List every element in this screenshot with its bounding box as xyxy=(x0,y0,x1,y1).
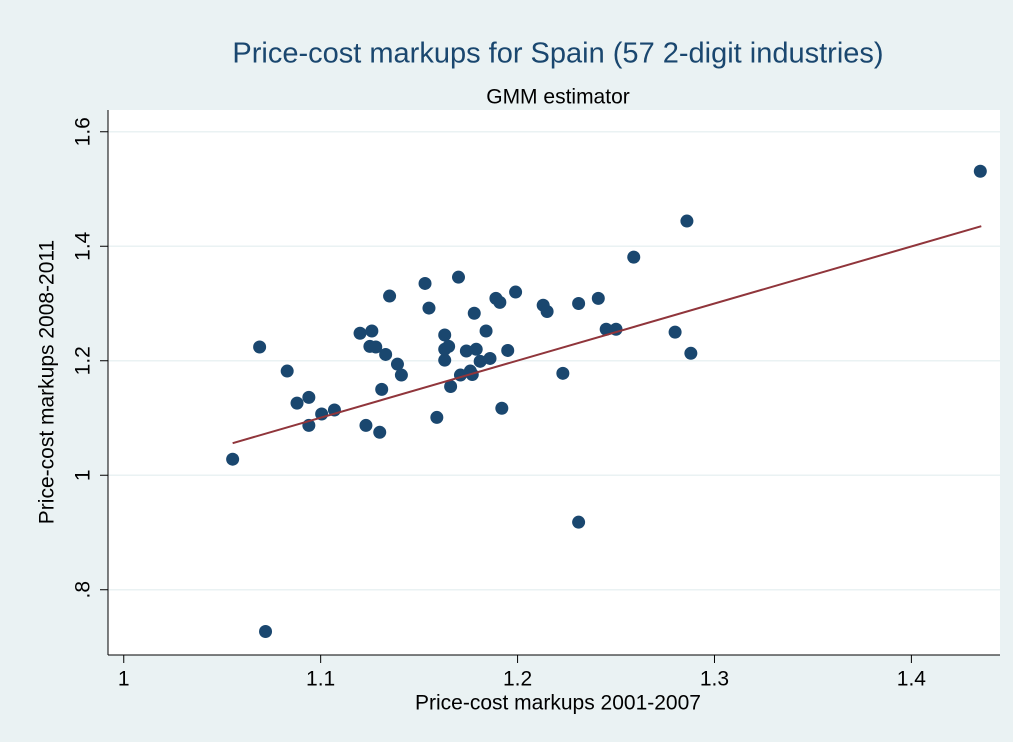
point xyxy=(627,250,641,264)
x-axis-label: Price-cost markups 2001-2007 xyxy=(415,692,701,715)
y-tick-label: 1.2 xyxy=(72,346,95,375)
point xyxy=(467,306,481,320)
point xyxy=(394,368,408,382)
x-tick-label: 1.2 xyxy=(503,668,532,691)
point xyxy=(442,339,456,353)
point xyxy=(495,401,509,415)
point xyxy=(353,326,367,340)
y-tick-label: 1 xyxy=(72,469,95,481)
point xyxy=(556,366,570,380)
point xyxy=(469,342,483,356)
point xyxy=(444,380,458,394)
point xyxy=(253,340,267,354)
point xyxy=(680,214,694,228)
y-tick-label: 1.4 xyxy=(72,231,95,261)
y-tick-label: 1.6 xyxy=(72,117,95,146)
point xyxy=(369,340,383,354)
point xyxy=(684,346,698,360)
point xyxy=(365,324,379,338)
point xyxy=(451,270,465,284)
point xyxy=(591,291,605,305)
chart-title: Price-cost markups for Spain (57 2-digit… xyxy=(232,38,883,70)
x-tick-label: 1 xyxy=(118,668,130,691)
point xyxy=(359,418,373,432)
point xyxy=(479,324,493,338)
y-tick-label: .8 xyxy=(72,581,95,599)
point xyxy=(280,364,294,378)
point xyxy=(459,344,473,358)
point xyxy=(422,301,436,315)
point xyxy=(290,396,304,410)
point xyxy=(430,410,444,424)
chart-subtitle: GMM estimator xyxy=(486,86,630,109)
point xyxy=(418,276,432,290)
fit-line xyxy=(232,225,982,445)
point xyxy=(259,625,273,639)
point xyxy=(375,382,389,396)
point xyxy=(509,285,523,299)
point xyxy=(973,164,987,178)
point xyxy=(572,296,586,310)
y-axis-label: Price-cost markups 2008-2011 xyxy=(36,240,59,524)
x-tick-label: 1.1 xyxy=(306,668,335,691)
x-tick-label: 1.4 xyxy=(897,668,927,691)
point xyxy=(373,425,387,439)
point xyxy=(501,343,515,357)
point xyxy=(226,452,240,466)
point xyxy=(668,325,682,339)
x-tick-label: 1.3 xyxy=(700,668,729,691)
point xyxy=(540,305,554,319)
point xyxy=(379,347,393,361)
point xyxy=(572,515,586,529)
point xyxy=(438,353,452,367)
point xyxy=(599,322,613,336)
point xyxy=(473,354,487,368)
point xyxy=(383,289,397,303)
plot-area xyxy=(108,110,1000,655)
point xyxy=(483,351,497,365)
point xyxy=(493,295,507,309)
point xyxy=(302,390,316,404)
point xyxy=(438,328,452,342)
point xyxy=(390,357,404,371)
